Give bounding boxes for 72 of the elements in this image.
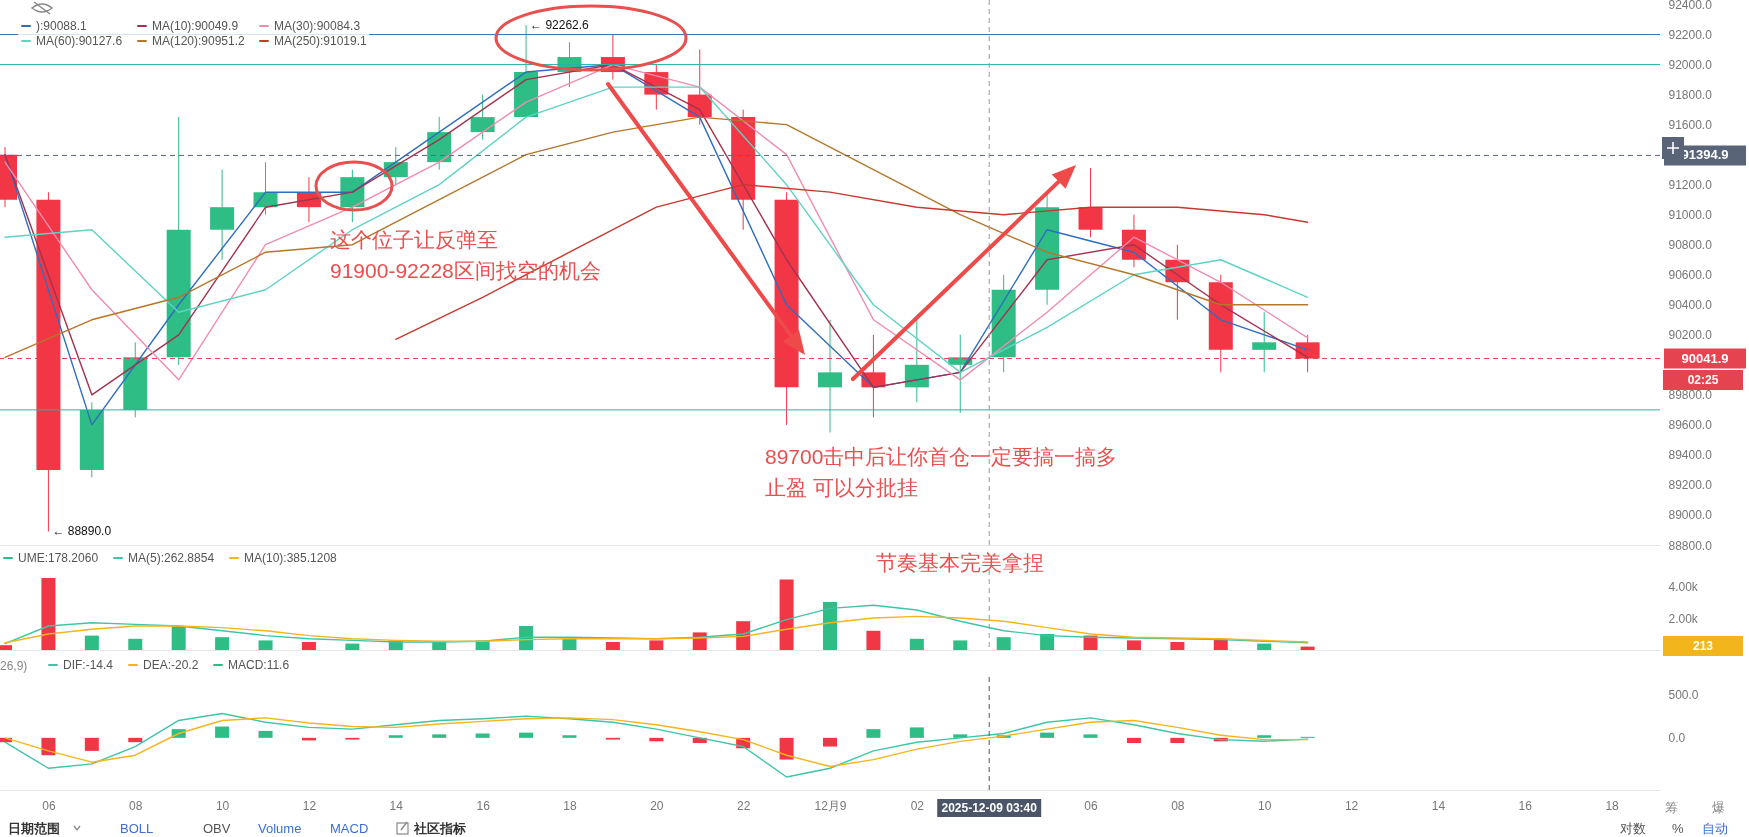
text: 爆 [1712,799,1725,817]
legend-label: MA(120):90951.2 [152,34,246,48]
y-tick-label: 92200.0 [1668,28,1713,43]
x-tick-label: 14 [389,798,404,813]
annotation: 89700击中后让你首仓一定要搞一搞多 [765,444,1118,470]
ref-line-label: 90041.9 [1681,350,1729,366]
text: 自动 [1702,820,1728,837]
text: 社区指标 [414,820,466,837]
x-tick-label: 22 [736,798,751,813]
y-tick-label: 89000.0 [1668,508,1713,523]
x-tick-label: 16 [1518,798,1533,813]
legend-label: DEA:-20.2 [143,658,199,672]
x-tick-label: 18 [563,798,577,813]
legend-label: MA(5):262.8854 [128,551,215,565]
text: 02:25 [1663,370,1743,390]
text: MACD [330,820,369,837]
text: 26,9) [0,658,28,675]
y-tick-label: 89800.0 [1668,388,1713,403]
y-tick-label: 90400.0 [1668,298,1713,313]
text: 213 [1663,636,1743,656]
legend-label: ):90088.1 [36,19,88,33]
legend-label: MA(10):90049.9 [152,19,239,33]
y-tick-label: 92400.0 [1668,0,1713,12]
annotation: 节奏基本完美拿捏 [876,550,1044,576]
text: Volume [258,820,302,837]
y-tick-label: 2.00k [1668,611,1699,626]
y-tick-label: 4.00k [1668,579,1699,594]
x-tick-label: 02 [910,798,925,813]
y-tick-label: 92000.0 [1668,58,1713,73]
legend-label: MACD:11.6 [228,658,290,672]
y-tick-label: 89600.0 [1668,418,1713,433]
x-tick-label: 12 [302,798,317,813]
y-tick-label: 91200.0 [1668,178,1713,193]
annotation: ← 88890.0 [52,524,112,539]
x-tick-label: 10 [215,798,230,813]
x-tick-label: 06 [42,798,56,813]
x-tick-label: 12 [1344,798,1359,813]
text: 对数 [1620,820,1646,837]
y-tick-label: 90600.0 [1668,268,1713,283]
y-tick-label: 89400.0 [1668,448,1713,463]
x-tick-label: 10 [1258,798,1272,813]
text: OBV [203,820,231,837]
legend-label: DIF:-14.4 [63,658,114,672]
legend-label: UME:178.2060 [18,551,99,565]
legend-label: MA(250):91019.1 [274,34,368,48]
annotation: 止盈 可以分批挂 [765,475,918,501]
x-tick-label: 08 [1171,798,1185,813]
x-tick-label: 20 [650,798,664,813]
y-tick-label: 0.0 [1668,731,1686,746]
annotation: ← 92262.6 [530,18,590,33]
x-tick-label: 16 [476,798,491,813]
y-tick-label: 88800.0 [1668,538,1713,553]
text: % [1672,820,1684,837]
y-tick-label: 89200.0 [1668,478,1713,493]
y-tick-label: 91600.0 [1668,118,1713,133]
ref-line-label: 2025-12-09 03:40 [941,801,1038,815]
y-tick-label: 91000.0 [1668,208,1713,223]
legend-label: MA(30):90084.3 [274,19,361,33]
x-tick-label: 18 [1605,798,1620,813]
x-tick-label: 08 [129,798,143,813]
legend-label: MA(10):385.1208 [244,551,338,565]
legend-label: MA(60):90127.6 [36,34,123,48]
y-tick-label: 500.0 [1668,687,1699,702]
text: 筹 [1665,799,1678,817]
x-tick-label: 06 [1084,798,1099,813]
y-tick-label: 90800.0 [1668,238,1713,253]
text: 日期范围 [8,820,60,837]
x-tick-label: 12月9 [814,798,847,813]
x-tick-label: 14 [1431,798,1446,813]
text: BOLL [120,820,154,837]
y-tick-label: 90200.0 [1668,328,1713,343]
y-tick-label: 91800.0 [1668,88,1713,103]
